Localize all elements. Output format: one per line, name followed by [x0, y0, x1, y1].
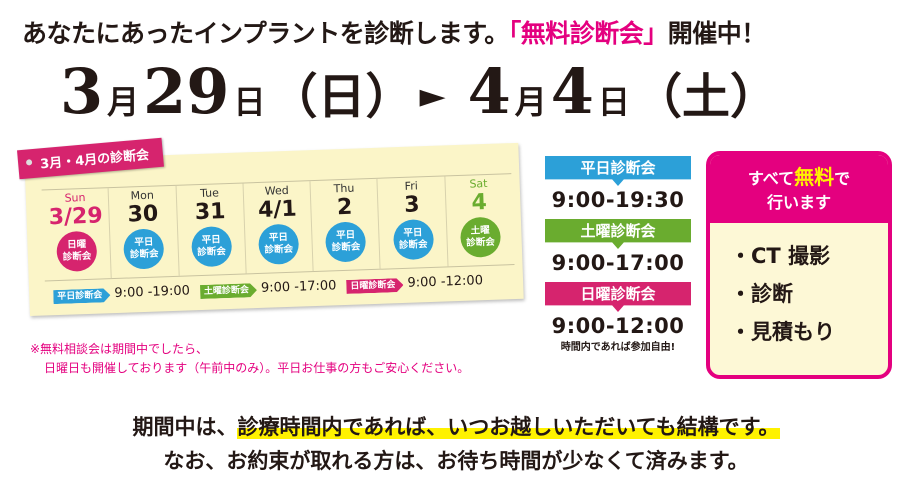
end-month: 4: [467, 55, 511, 128]
free-item: ・診断: [730, 282, 793, 306]
schedule-time: 9:00-17:00: [551, 251, 685, 275]
session-badge: 土曜 診断会: [459, 216, 502, 258]
start-weekday: （日）: [269, 69, 414, 125]
free-line2: 行います: [766, 193, 831, 212]
month-unit: 月: [514, 83, 547, 121]
schedule-time: 9:00-19:30: [551, 188, 685, 212]
day-date: 3/29: [48, 203, 104, 231]
date-range: 3 月29 日（日） ► 4 月4 日（土）: [60, 56, 778, 144]
schedule-tag: 日曜診断会: [545, 282, 691, 312]
free-services-box: すべて無料で 行います ・CT 撮影 ・診断・見積もり: [706, 151, 892, 379]
day-date: 4: [471, 189, 488, 216]
calendar-day: Sun 3/29 日曜 診断会: [42, 188, 111, 280]
calendar-day: Tue 31 平日 診断会: [175, 183, 246, 276]
session-badge: 平日 診断会: [123, 228, 165, 270]
session-badge: 平日 診断会: [392, 218, 434, 261]
day-unit: 日: [233, 83, 266, 121]
free-box-header: すべて無料で 行います: [710, 155, 888, 223]
calendar-day: Fri 3 平日 診断会: [376, 176, 448, 269]
headline-text: あなたにあったインプラントを診断します。: [22, 19, 509, 48]
free-highlight: 無料: [794, 165, 835, 189]
pin-icon: [25, 159, 33, 166]
day-date: 2: [336, 194, 353, 221]
session-badge: 日曜 診断会: [56, 230, 98, 273]
month-unit: 月: [107, 83, 140, 121]
end-weekday: （土）: [633, 69, 778, 125]
schedule-time: 9:00-12:00: [551, 314, 685, 338]
session-badge: 平日 診断会: [257, 223, 300, 265]
note-line: 日曜日も開催しております（午前中のみ）。平日お仕事の方もご安心ください。: [44, 361, 470, 375]
hours-time: 9:00 -19:00: [114, 283, 191, 302]
arrow-right-icon: ►: [419, 76, 446, 116]
note-line: ※無料相談会は期間中でしたら、: [30, 342, 209, 356]
hours-item: 土曜診断会 9:00 -17:00: [200, 277, 337, 301]
bottom-line2: なお、お約束が取れる方は、お待ち時間が少なくて済みます。: [163, 449, 749, 473]
calendar-day: Wed 4/1 平日 診断会: [242, 181, 313, 274]
start-month: 3: [60, 55, 104, 128]
calendar-day: Sat 4 土曜 診断会: [444, 174, 515, 267]
start-day: 29: [143, 55, 230, 128]
free-item: ・見積もり: [730, 320, 835, 344]
schedule-tag: 土曜診断会: [545, 219, 691, 249]
session-badge: 平日 診断会: [325, 221, 367, 263]
schedule-note: 時間内であれば参加自由!: [560, 342, 676, 353]
free-post: で: [834, 169, 851, 188]
day-date: 30: [127, 201, 159, 228]
bottom-line1-highlight: 診療時間内であれば、いつお越しいただいても結構です。: [237, 415, 780, 439]
note: ※無料相談会は期間中でしたら、日曜日も開催しております（午前中のみ）。平日お仕事…: [30, 340, 469, 378]
headline-highlight: 「無料診断会」: [508, 19, 669, 48]
bottom-message: 期間中は、診療時間内であれば、いつお越しいただいても結構です。なお、お約束が取れ…: [0, 410, 912, 478]
day-date: 3: [403, 192, 420, 218]
hours-tag: 日曜診断会: [346, 278, 403, 294]
hours-time: 9:00 -12:00: [407, 273, 484, 291]
schedule-list: 平日診断会 9:00-19:30 土曜診断会 9:00-17:00 日曜診断会 9:00-…: [545, 156, 691, 355]
calendar-tag-label: 3月・4月の診断会: [39, 147, 150, 173]
day-date: 4/1: [257, 196, 298, 223]
hours-tag: 土曜診断会: [200, 283, 257, 299]
headline-suffix: 開催中！: [667, 19, 767, 48]
schedule-tag: 平日診断会: [545, 156, 691, 186]
hours-tag: 平日診断会: [53, 288, 110, 304]
session-badge: 平日 診断会: [190, 225, 233, 268]
hours-item: 平日診断会 9:00 -19:00: [53, 282, 190, 306]
calendar-day: Mon 30 平日 診断会: [107, 185, 179, 279]
free-item: ・CT 撮影: [730, 244, 831, 268]
hours-item: 日曜診断会 9:00 -12:00: [346, 272, 483, 296]
bottom-line1-prefix: 期間中は、: [132, 415, 238, 439]
hours-time: 9:00 -17:00: [260, 278, 337, 296]
end-day: 4: [550, 55, 594, 128]
headline: あなたにあったインプラントを診断します。「無料診断会」開催中！: [22, 14, 766, 50]
day-unit: 日: [597, 83, 630, 121]
calendar-day: Thu 2 平日 診断会: [309, 178, 380, 272]
day-date: 31: [194, 199, 226, 226]
free-pre: すべて: [747, 169, 795, 188]
